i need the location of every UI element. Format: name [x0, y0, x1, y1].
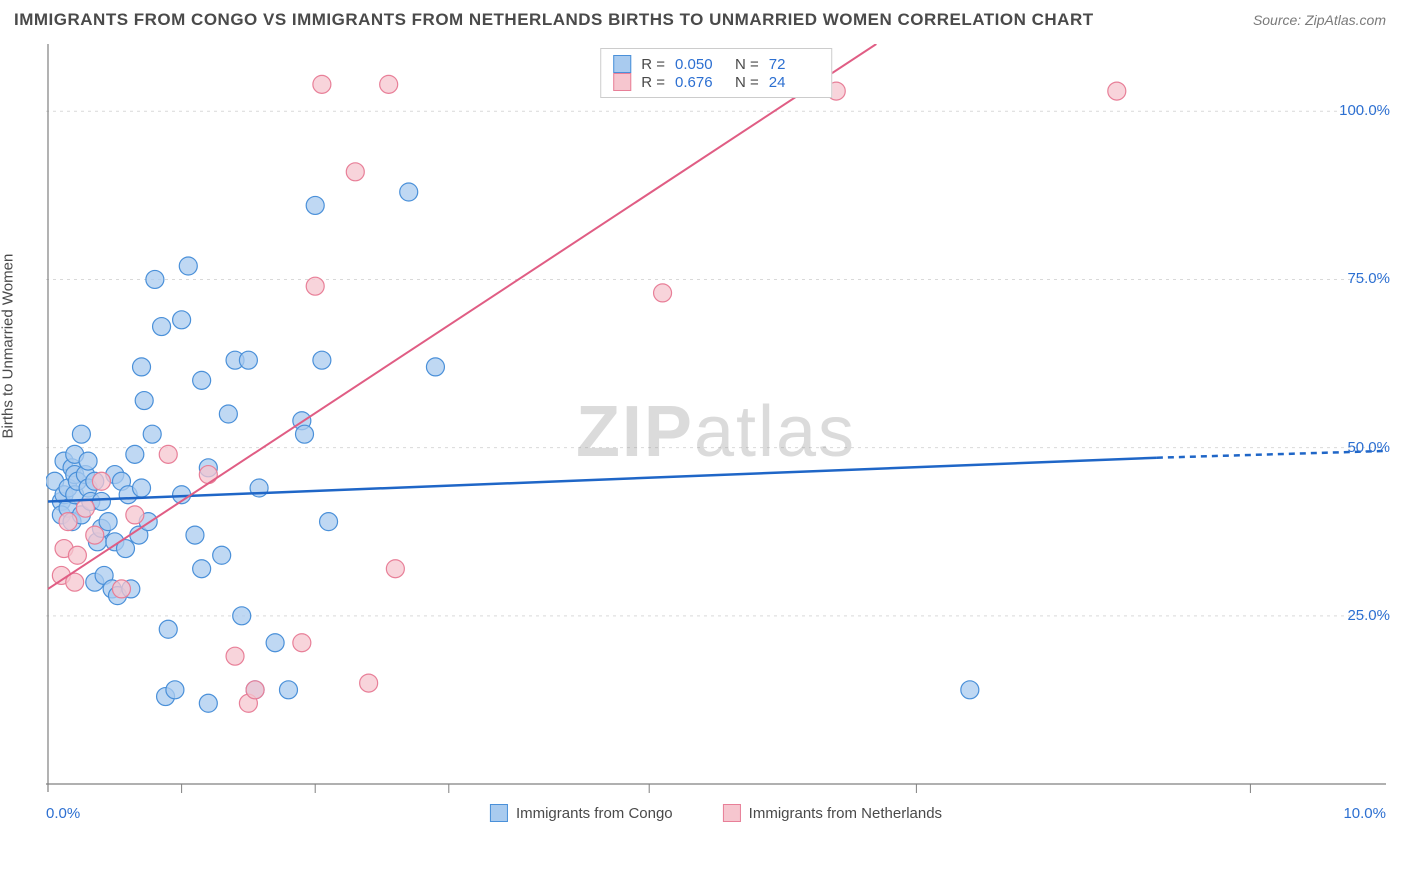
legend-swatch-icon: [613, 73, 631, 91]
watermark: ZIPatlas: [576, 391, 856, 473]
legend-swatch-icon: [613, 55, 631, 73]
legend-item: Immigrants from Netherlands: [723, 804, 942, 822]
x-axis-max-label: 10.0%: [1343, 805, 1386, 822]
legend-swatch-icon: [490, 804, 508, 822]
legend-row: R = 0.676 N = 24: [613, 73, 819, 91]
y-tick-label: 75.0%: [1347, 270, 1390, 287]
y-tick-label: 25.0%: [1347, 607, 1390, 624]
chart-area: ZIPatlas R = 0.050 N = 72 R = 0.676 N = …: [46, 44, 1386, 820]
legend-label: Immigrants from Congo: [516, 805, 673, 822]
series-legend: Immigrants from Congo Immigrants from Ne…: [490, 804, 942, 822]
correlation-legend: R = 0.050 N = 72 R = 0.676 N = 24: [600, 48, 832, 98]
y-tick-label: 100.0%: [1339, 102, 1390, 119]
legend-label: Immigrants from Netherlands: [749, 805, 942, 822]
x-axis-min-label: 0.0%: [46, 805, 80, 822]
y-tick-label: 50.0%: [1347, 439, 1390, 456]
chart-title: IMMIGRANTS FROM CONGO VS IMMIGRANTS FROM…: [14, 10, 1094, 30]
legend-item: Immigrants from Congo: [490, 804, 673, 822]
y-axis-label: Births to Unmarried Women: [0, 254, 17, 439]
source-label: Source: ZipAtlas.com: [1253, 12, 1386, 28]
legend-swatch-icon: [723, 804, 741, 822]
legend-row: R = 0.050 N = 72: [613, 55, 819, 73]
